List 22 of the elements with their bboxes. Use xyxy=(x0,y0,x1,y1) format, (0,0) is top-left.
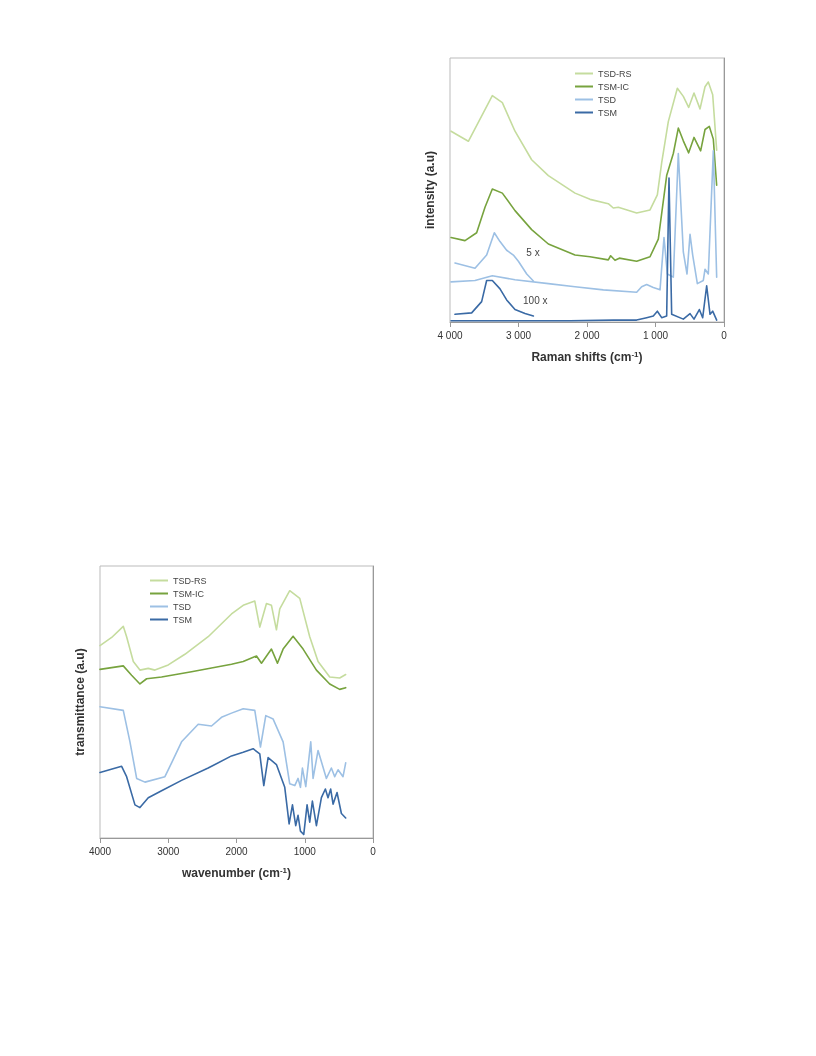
legend-label: TSD xyxy=(173,601,192,612)
legend-label: TSD-RS xyxy=(598,68,632,79)
y-axis-title: intensity (a.u) xyxy=(423,150,437,230)
x-tick-label: 3000 xyxy=(157,845,180,857)
x-tick-label: 1 000 xyxy=(642,329,669,341)
legend-label: TSM-IC xyxy=(173,588,205,599)
x-tick-label: 2 000 xyxy=(574,329,600,341)
x-tick-label: 4000 xyxy=(88,845,112,857)
annotation: 100 x xyxy=(523,295,548,307)
legend-label: TSM xyxy=(173,614,192,625)
y-axis-title: transmittance (a.u) xyxy=(73,648,87,756)
legend-label: TSD xyxy=(598,94,617,105)
legend-label: TSD-RS xyxy=(173,575,207,586)
x-tick-label: 4 000 xyxy=(437,329,463,341)
x-tick-label: 1000 xyxy=(293,845,317,857)
x-tick-label: 2000 xyxy=(225,845,249,857)
annotation: 5 x xyxy=(526,246,540,258)
x-tick-label: 3 000 xyxy=(505,329,532,341)
x-tick-label: 0 xyxy=(721,329,728,341)
x-tick-label: 0 xyxy=(370,845,377,857)
legend-label: TSM-IC xyxy=(598,81,630,92)
legend-label: TSM xyxy=(598,107,617,118)
